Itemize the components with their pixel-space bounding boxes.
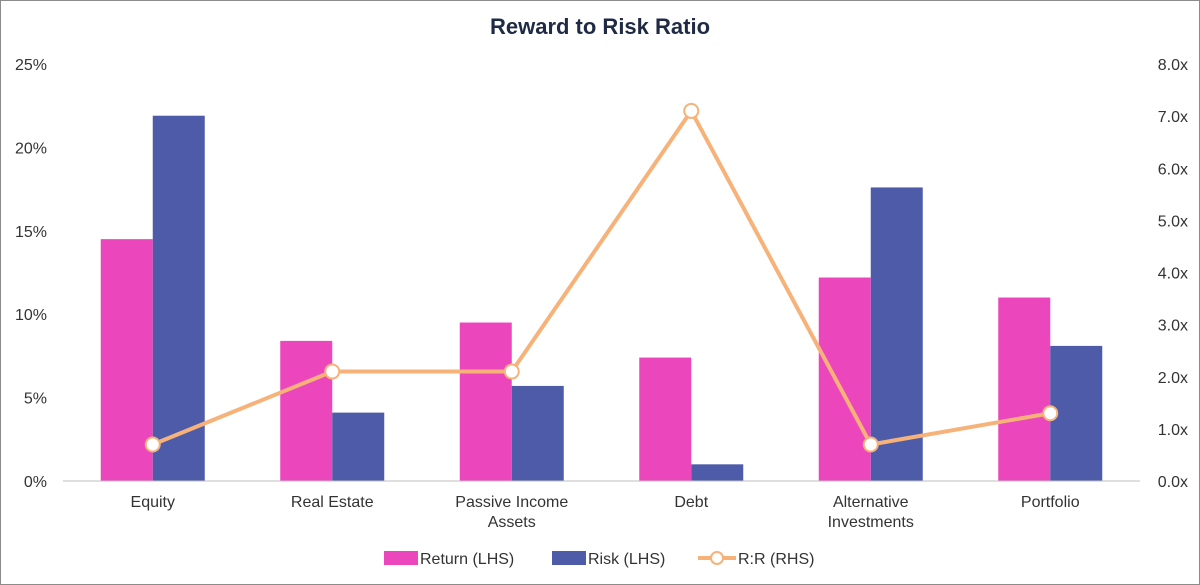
bar-risk [870, 187, 923, 481]
left-tick-label: 0% [24, 474, 47, 491]
rr-point [324, 363, 341, 380]
left-axis: 0% 5% 10% 15% 20% 25% [15, 57, 47, 491]
bar-series [100, 115, 1103, 481]
right-tick-label: 8.0x [1158, 57, 1188, 74]
line-series [144, 102, 1059, 453]
legend-swatch [552, 551, 586, 565]
category-labels: Equity Real Estate Passive Income Assets Deb… [131, 494, 1080, 531]
left-tick-label: 5% [24, 391, 47, 408]
rr-point [144, 436, 161, 453]
category-label: Debt [674, 494, 708, 511]
rr-point [683, 102, 700, 119]
right-tick-label: 0.0x [1158, 474, 1188, 491]
left-tick-label: 15% [15, 224, 47, 241]
legend-marker [710, 551, 724, 565]
category-label: Portfolio [1021, 494, 1080, 511]
bar-risk [511, 385, 564, 481]
right-tick-label: 2.0x [1158, 370, 1188, 387]
category-label: Equity [131, 494, 175, 511]
bar-risk [1050, 345, 1103, 481]
bar-return [459, 322, 512, 481]
legend-swatch [384, 551, 418, 565]
bar-return [639, 357, 692, 481]
bar-return [818, 277, 871, 481]
right-tick-label: 3.0x [1158, 318, 1188, 335]
right-tick-label: 4.0x [1158, 266, 1188, 283]
bar-risk [691, 464, 744, 481]
right-tick-label: 6.0x [1158, 161, 1188, 178]
legend-label: Return (LHS) [420, 551, 514, 568]
right-tick-label: 1.0x [1158, 422, 1188, 439]
left-tick-label: 10% [15, 307, 47, 324]
category-label: Alternative Investments [828, 494, 914, 531]
bar-risk [332, 412, 385, 481]
legend-label: R:R (RHS) [738, 551, 814, 568]
category-label: Real Estate [291, 494, 374, 511]
rr-line [151, 108, 1051, 447]
bar-return [998, 297, 1051, 481]
legend: Return (LHS) Risk (LHS) R:R (RHS) [384, 551, 814, 568]
left-tick-label: 25% [15, 57, 47, 74]
bar-return [280, 340, 333, 481]
bar-return [100, 239, 153, 481]
rr-point [503, 363, 520, 380]
chart-title: Reward to Risk Ratio [489, 14, 711, 39]
right-tick-label: 7.0x [1158, 109, 1188, 126]
legend-label: Risk (LHS) [588, 551, 665, 568]
left-tick-label: 20% [15, 140, 47, 157]
category-label: Passive Income Assets [455, 494, 568, 531]
bar-risk [152, 115, 205, 481]
right-tick-label: 5.0x [1158, 213, 1188, 230]
rr-point [1042, 405, 1059, 422]
right-axis: 0.0x 1.0x 2.0x 3.0x 4.0x 5.0x 6.0x 7.0x 8.0x [1158, 57, 1188, 491]
rr-point [862, 436, 879, 453]
